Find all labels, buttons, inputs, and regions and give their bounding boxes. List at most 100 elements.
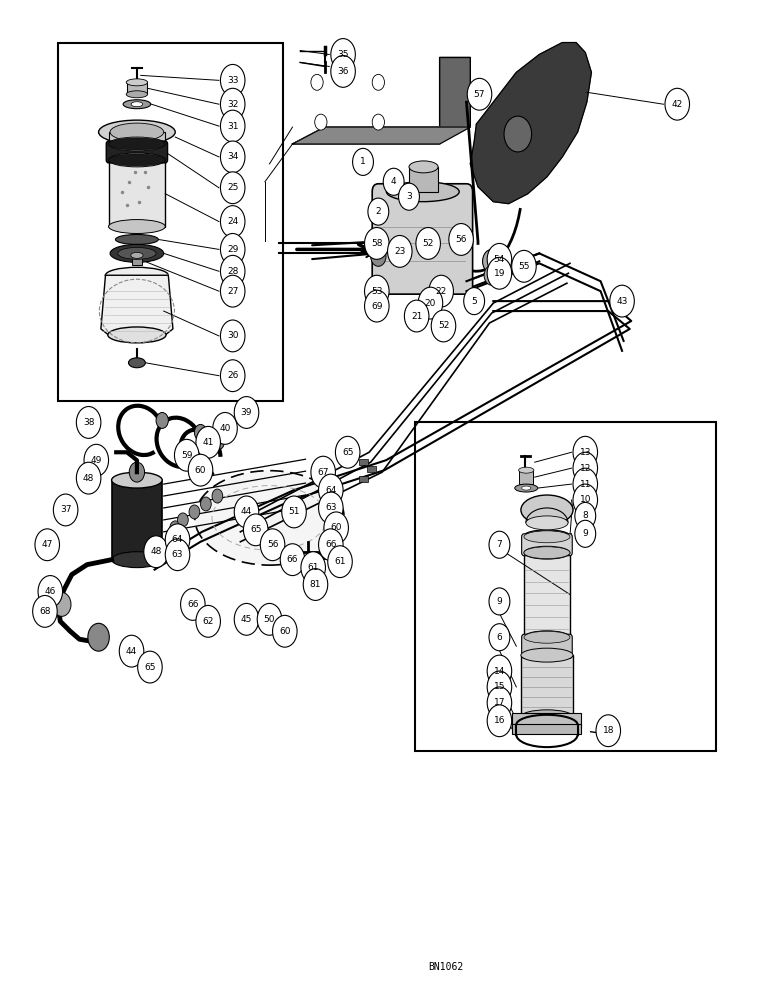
Text: 65: 65 [144,663,156,672]
Circle shape [38,576,63,607]
Text: 9: 9 [496,597,503,606]
Ellipse shape [112,552,162,568]
Circle shape [221,360,245,392]
Text: 60: 60 [330,523,342,532]
Circle shape [221,64,245,96]
FancyBboxPatch shape [372,184,472,294]
Text: 33: 33 [227,76,239,85]
Text: 66: 66 [286,555,298,564]
Ellipse shape [109,138,165,150]
Text: 44: 44 [241,507,252,516]
Text: 63: 63 [325,503,337,512]
Circle shape [364,275,389,307]
Text: 47: 47 [42,540,53,549]
Text: 51: 51 [288,507,300,516]
Text: 10: 10 [580,495,591,504]
Ellipse shape [524,531,570,543]
Polygon shape [470,43,591,204]
Circle shape [573,452,598,484]
Circle shape [188,454,213,486]
Circle shape [319,529,343,561]
Ellipse shape [532,532,562,540]
Circle shape [489,531,510,558]
Polygon shape [101,275,173,335]
Text: 58: 58 [371,239,383,248]
Circle shape [273,615,297,647]
Circle shape [432,310,455,342]
Circle shape [504,116,532,152]
Text: 46: 46 [45,587,56,596]
Circle shape [371,232,386,251]
Circle shape [243,514,268,546]
Circle shape [487,655,512,687]
Circle shape [282,496,306,528]
Text: 37: 37 [60,505,71,514]
FancyBboxPatch shape [522,534,572,556]
Text: 20: 20 [425,299,436,308]
Text: 44: 44 [126,647,137,656]
Text: 62: 62 [202,617,214,626]
Bar [512,713,581,727]
Text: 6: 6 [496,633,503,642]
Circle shape [482,249,501,273]
Ellipse shape [112,472,162,488]
Text: 36: 36 [337,67,349,76]
Ellipse shape [519,467,534,473]
Text: 40: 40 [219,424,231,433]
Circle shape [353,148,374,175]
Text: 28: 28 [227,267,239,276]
Circle shape [388,235,412,267]
Ellipse shape [195,471,344,565]
Text: 32: 32 [227,100,239,109]
Text: 25: 25 [227,183,239,192]
Ellipse shape [522,486,531,490]
Circle shape [610,285,635,317]
Text: 1: 1 [360,157,366,166]
Circle shape [371,246,386,266]
Ellipse shape [126,91,147,98]
Ellipse shape [386,182,459,202]
Circle shape [372,114,384,130]
Circle shape [260,529,285,561]
Circle shape [487,687,512,719]
Text: BN1062: BN1062 [428,962,463,972]
Ellipse shape [126,79,147,86]
Circle shape [575,502,596,529]
Circle shape [487,705,512,737]
Text: 56: 56 [455,235,467,244]
Bar [131,255,142,265]
Circle shape [214,435,225,449]
Polygon shape [293,127,470,144]
Bar [367,466,376,472]
Circle shape [487,257,512,289]
Circle shape [195,424,207,440]
Text: 16: 16 [493,716,505,725]
Bar [127,82,147,94]
Circle shape [418,287,442,319]
Text: 43: 43 [616,297,628,306]
Circle shape [76,462,101,494]
Text: 11: 11 [580,480,591,489]
Text: 26: 26 [227,371,239,380]
Text: 5: 5 [471,297,477,306]
Text: 35: 35 [337,50,349,59]
Text: 53: 53 [371,287,383,296]
Ellipse shape [130,252,143,258]
Text: 23: 23 [394,247,405,256]
Ellipse shape [521,495,573,525]
Circle shape [213,412,237,444]
Text: 69: 69 [371,302,383,311]
Circle shape [234,496,259,528]
Circle shape [416,228,440,259]
Circle shape [489,624,510,651]
Bar [109,132,165,144]
FancyBboxPatch shape [107,141,168,163]
Ellipse shape [521,648,573,662]
Ellipse shape [118,247,156,259]
Circle shape [88,623,110,651]
Text: 68: 68 [39,607,51,616]
Text: 48: 48 [83,474,94,483]
Circle shape [311,74,323,90]
Circle shape [76,407,101,438]
Text: 8: 8 [582,511,588,520]
